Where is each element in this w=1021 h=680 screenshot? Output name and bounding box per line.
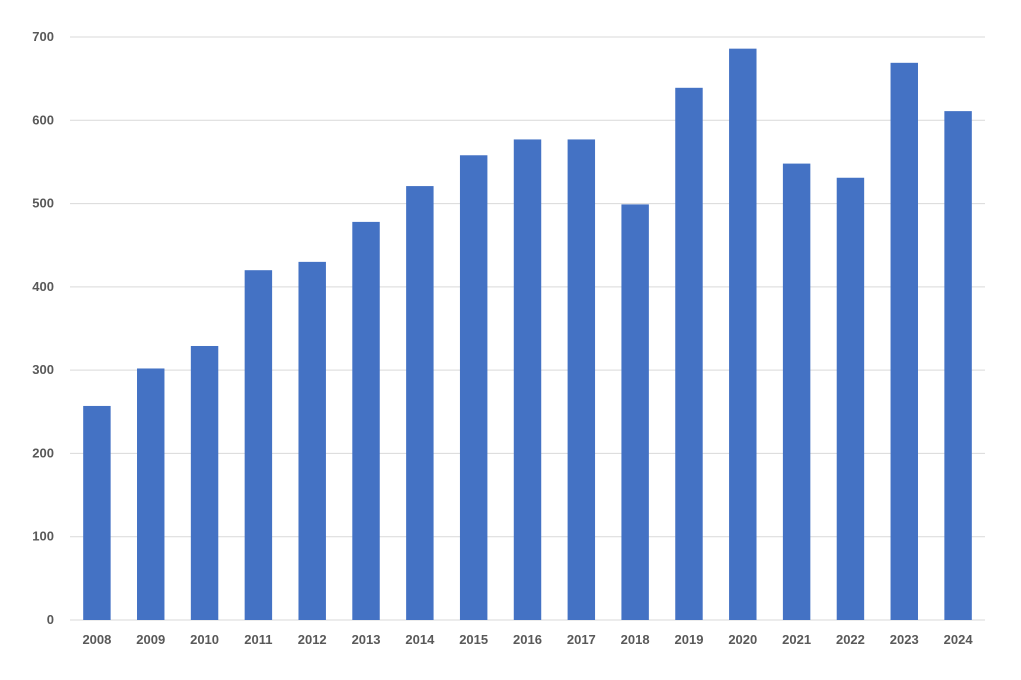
bar-2008: [83, 405, 111, 620]
x-tick-label: 2022: [836, 632, 865, 647]
x-tick-label: 2018: [621, 632, 650, 647]
y-tick-label: 700: [32, 29, 54, 44]
bar-2017: [567, 139, 596, 621]
y-axis-tick-labels: 0 100 200 300 400 500 600 700: [32, 29, 54, 627]
y-tick-label: 600: [32, 112, 54, 127]
x-tick-label: 2011: [244, 632, 272, 647]
bar-2016: [513, 139, 542, 621]
bar-2011: [244, 270, 273, 620]
x-tick-label: 2012: [298, 632, 327, 647]
x-tick-label: 2015: [459, 632, 488, 647]
y-tick-label: 500: [32, 196, 54, 211]
x-tick-label: 2010: [190, 632, 219, 647]
bar-2012: [298, 261, 326, 620]
x-tick-label: 2023: [890, 632, 919, 647]
bar-2021: [782, 163, 811, 620]
y-tick-label: 400: [32, 279, 54, 294]
x-axis-tick-labels: 2008 2009 2010 2011 2012 2013 2014 2015 2016 2017…: [82, 632, 973, 647]
x-tick-label: 2020: [728, 632, 757, 647]
bar-2018: [621, 204, 649, 620]
bar-2023: [890, 62, 918, 620]
y-tick-label: 100: [32, 529, 54, 544]
bar-2024: [944, 111, 972, 621]
y-tick-label: 0: [47, 612, 54, 627]
x-tick-label: 2013: [352, 632, 381, 647]
x-tick-label: 2017: [567, 632, 596, 647]
bar-2022: [836, 177, 865, 620]
bar-2013: [352, 221, 380, 620]
x-tick-label: 2009: [136, 632, 165, 647]
bar-2019: [675, 87, 703, 621]
y-tick-label: 300: [32, 362, 54, 377]
bar-2020: [729, 48, 757, 621]
bar-2015: [459, 155, 488, 620]
x-tick-label: 2016: [513, 632, 542, 647]
bar-2010: [190, 345, 219, 620]
bar-2009: [137, 368, 165, 620]
x-tick-label: 2008: [82, 632, 111, 647]
bar-2014: [406, 186, 434, 620]
y-tick-label: 200: [32, 445, 54, 460]
x-tick-label: 2019: [675, 632, 704, 647]
x-tick-label: 2024: [944, 632, 974, 647]
bars: [83, 48, 972, 621]
x-tick-label: 2014: [405, 632, 435, 647]
x-tick-label: 2021: [782, 632, 811, 647]
